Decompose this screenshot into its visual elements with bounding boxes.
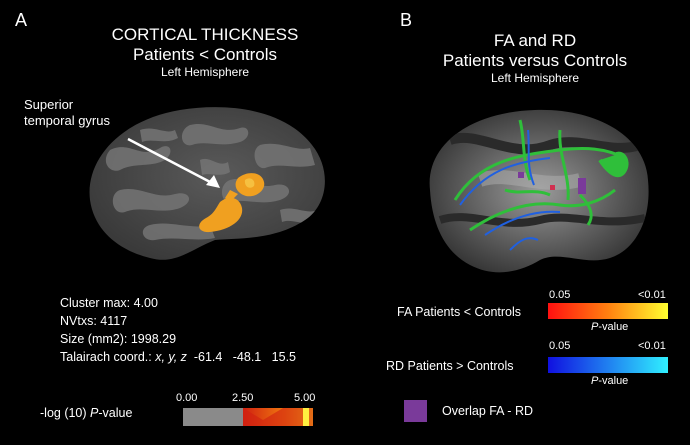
fa-tick-low: 0.05 [549, 289, 571, 301]
colorbar-a-tick-1: 2.50 [232, 392, 254, 404]
panel-b-title-line2: Patients versus Controls [442, 51, 628, 70]
overlap-label: Overlap FA - RD [442, 404, 533, 418]
cluster-stats: Cluster max: 4.00 NVtxs: 4117 Size (mm2)… [60, 294, 296, 366]
rd-tick-high: <0.01 [638, 340, 666, 352]
talairach-axes: x, y, z [155, 350, 187, 364]
rd-pvalue-p: P [591, 375, 599, 387]
colorbar-a-p: P [90, 406, 99, 420]
inflated-cortex-image [89, 107, 325, 260]
colorbar-a-tick-2: 5.00 [294, 392, 316, 404]
cluster-max: Cluster max: 4.00 [60, 296, 158, 310]
rd-legend-label: RD Patients > Controls [386, 359, 514, 373]
cluster-size: Size (mm2): 1998.29 [60, 332, 177, 346]
panel-a-letter: A [15, 10, 28, 30]
panel-a-title-line1: CORTICAL THICKNESS [111, 25, 299, 44]
panel-b-letter: B [400, 10, 413, 30]
colorbar-a-tick-0: 0.00 [176, 392, 198, 404]
overlap-swatch [404, 400, 427, 422]
panel-b-subtitle: Left Hemisphere [490, 71, 580, 85]
panel-a-subtitle: Left Hemisphere [160, 65, 250, 79]
annotation-line2: temporal gyrus [24, 113, 110, 128]
fa-colorbar [548, 303, 668, 319]
dti-brain-image [429, 109, 649, 273]
talairach-values: -61.4 -48.1 15.5 [186, 350, 297, 364]
fa-pvalue-suffix: -value [598, 321, 629, 333]
fa-tick-high: <0.01 [638, 289, 666, 301]
panel-b-title: FA and RD Patients versus Controls Left … [415, 31, 655, 86]
fa-pvalue-label: P-value [591, 321, 628, 333]
annotation-arrow [127, 137, 220, 188]
talairach-coord: Talairach coord.: x, y, z -61.4 -48.1 15… [60, 348, 296, 366]
fa-legend-label: FA Patients < Controls [397, 305, 522, 319]
panel-b-title-line1: FA and RD [493, 31, 577, 50]
colorbar-a-label: -log (10) P-value [40, 406, 132, 420]
rd-pvalue-suffix: -value [598, 375, 629, 387]
colorbar-a [183, 408, 313, 426]
annotation-line1: Superior [24, 97, 74, 112]
talairach-label: Talairach coord.: [60, 350, 156, 364]
annotation-label: Superior temporal gyrus [24, 97, 110, 129]
nvtxs: NVtxs: 4117 [60, 314, 128, 328]
rd-pvalue-label: P-value [591, 375, 628, 387]
fa-pvalue-p: P [591, 321, 599, 333]
panel-a-title-line2: Patients < Controls [132, 45, 278, 64]
colorbar-a-suffix: -value [98, 406, 133, 420]
rd-tick-low: 0.05 [549, 340, 571, 352]
panel-a-title: CORTICAL THICKNESS Patients < Controls L… [95, 25, 315, 80]
colorbar-a-prefix: -log (10) [40, 406, 91, 420]
rd-colorbar [548, 357, 668, 373]
